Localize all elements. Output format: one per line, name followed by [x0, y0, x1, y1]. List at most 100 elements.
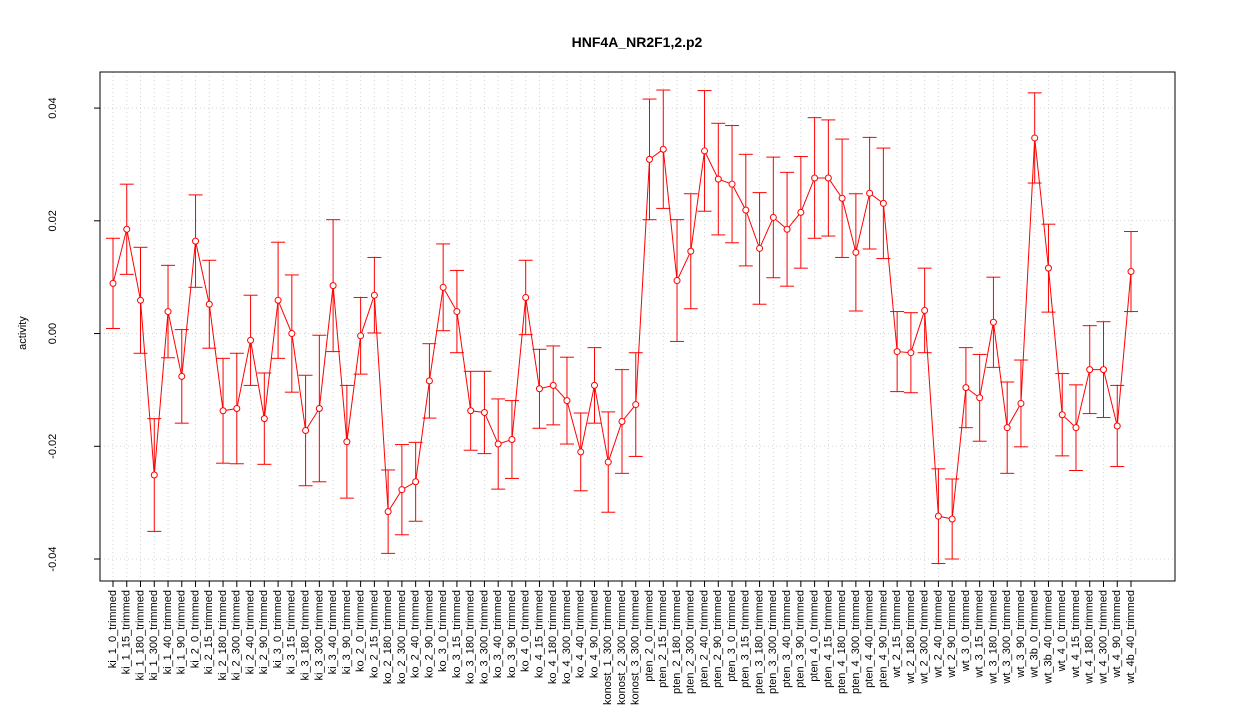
data-point: [123, 225, 131, 233]
y-tick-label: -0.04: [47, 546, 59, 571]
x-tick-label: ki_1_0_trimmed: [107, 590, 119, 668]
data-point: [1099, 366, 1107, 374]
data-point: [480, 408, 488, 416]
x-tick-label: wt_3b_0_trimmed: [1029, 590, 1041, 678]
data-point: [260, 415, 268, 423]
x-tick-label: ki_2_90_trimmed: [258, 590, 270, 674]
x-tick-label: wt_3b_40_trimmed: [1042, 590, 1054, 685]
data-point: [370, 291, 378, 299]
x-tick-label: wt_2_180_trimmed: [905, 590, 917, 685]
x-tick-label: ki_1_40_trimmed: [162, 590, 174, 674]
x-tick-label: ki_2_300_trimmed: [231, 590, 243, 681]
data-point: [1058, 411, 1066, 419]
x-tick-label: ko_3_180_trimmed: [465, 590, 477, 684]
data-point: [247, 336, 255, 344]
x-tick-label: ki_3_300_trimmed: [313, 590, 325, 681]
data-point: [783, 225, 791, 233]
data-point: [797, 208, 805, 216]
x-tick-label: pten_4_40_trimmed: [864, 590, 876, 688]
data-point: [714, 175, 722, 183]
data-point: [412, 478, 420, 486]
x-tick-label: wt_3_300_trimmed: [1001, 590, 1013, 685]
x-tick-label: pten_4_180_trimmed: [836, 590, 848, 694]
x-tick-label: wt_2_15_trimmed: [891, 590, 903, 678]
x-tick-label: wt_4_90_trimmed: [1111, 590, 1123, 678]
x-tick-label: ko_3_40_trimmed: [492, 590, 504, 678]
x-tick-label: ko_4_180_trimmed: [547, 590, 559, 684]
data-point: [288, 330, 296, 338]
x-tick-label: pten_4_0_trimmed: [809, 590, 821, 682]
data-point: [467, 407, 475, 415]
x-tick-label: pten_3_300_trimmed: [767, 590, 779, 694]
y-tick-label: -0.02: [47, 434, 59, 459]
x-tick-label: ko_2_90_trimmed: [423, 590, 435, 678]
x-tick-label: ko_2_0_trimmed: [355, 590, 367, 672]
x-tick-label: ko_2_300_trimmed: [396, 590, 408, 684]
x-tick-label: ki_2_40_trimmed: [244, 590, 256, 674]
data-point: [1003, 424, 1011, 432]
x-tick-label: ko_4_300_trimmed: [561, 590, 573, 684]
data-point: [934, 512, 942, 520]
data-point: [219, 407, 227, 415]
x-tick-label: pten_4_90_trimmed: [877, 590, 889, 688]
data-point: [1044, 264, 1052, 272]
data-point: [701, 147, 709, 155]
x-tick-label: ki_1_180_trimmed: [134, 590, 146, 681]
x-tick-label: wt_4_15_trimmed: [1070, 590, 1082, 678]
data-point: [976, 394, 984, 402]
data-point: [948, 515, 956, 523]
plot-frame: [99, 71, 1176, 582]
data-point: [838, 194, 846, 202]
x-tick-label: ko_3_90_trimmed: [506, 590, 518, 678]
x-tick-label: pten_2_90_trimmed: [712, 590, 724, 688]
x-tick-label: ko_4_40_trimmed: [575, 590, 587, 678]
data-point: [756, 244, 764, 252]
data-point: [1031, 134, 1039, 142]
y-tick-label: 0.02: [47, 210, 59, 231]
x-tick-label: ko_4_90_trimmed: [588, 590, 600, 678]
data-point: [1086, 366, 1094, 374]
x-tick-label: pten_4_300_trimmed: [850, 590, 862, 694]
data-point: [1113, 422, 1121, 430]
data-point: [659, 145, 667, 153]
x-tick-label: wt_3_15_trimmed: [974, 590, 986, 678]
data-point: [1072, 424, 1080, 432]
data-point: [1017, 399, 1025, 407]
data-point: [549, 381, 557, 389]
data-point: [205, 300, 213, 308]
data-point: [137, 296, 145, 304]
x-tick-label: ko_4_15_trimmed: [533, 590, 545, 678]
x-tick-label: ko_4_0_trimmed: [520, 590, 532, 672]
x-tick-label: ki_2_0_trimmed: [189, 590, 201, 668]
x-tick-label: wt_3_90_trimmed: [1015, 590, 1027, 678]
data-point: [343, 438, 351, 446]
x-tick-label: ko_3_0_trimmed: [437, 590, 449, 672]
x-tick-label: wt_4_0_trimmed: [1056, 590, 1068, 672]
data-point: [329, 282, 337, 290]
data-point: [893, 348, 901, 356]
x-tick-label: pten_2_0_trimmed: [643, 590, 655, 682]
x-tick-label: ko_2_15_trimmed: [368, 590, 380, 678]
x-tick-label: ki_1_300_trimmed: [148, 590, 160, 681]
data-point: [563, 397, 571, 405]
data-point: [824, 174, 832, 182]
x-tick-label: ki_3_15_trimmed: [286, 590, 298, 674]
data-point: [274, 296, 282, 304]
data-point: [109, 279, 117, 287]
x-tick-label: wt_3_180_trimmed: [987, 590, 999, 685]
data-point: [357, 332, 365, 340]
x-tick-label: ki_3_180_trimmed: [300, 590, 312, 681]
x-tick-label: pten_2_40_trimmed: [698, 590, 710, 688]
x-tick-label: pten_2_15_trimmed: [657, 590, 669, 688]
data-point: [1127, 268, 1135, 276]
x-tick-label: pten_3_90_trimmed: [795, 590, 807, 688]
data-point: [632, 401, 640, 409]
data-point: [535, 385, 543, 393]
x-tick-label: ko_3_300_trimmed: [478, 590, 490, 684]
data-point: [604, 458, 612, 466]
data-point: [522, 293, 530, 301]
x-tick-label: pten_3_0_trimmed: [726, 590, 738, 682]
x-tick-label: wt_4b_40_trimmed: [1125, 590, 1137, 685]
x-tick-label: pten_3_40_trimmed: [781, 590, 793, 688]
data-point: [178, 372, 186, 380]
